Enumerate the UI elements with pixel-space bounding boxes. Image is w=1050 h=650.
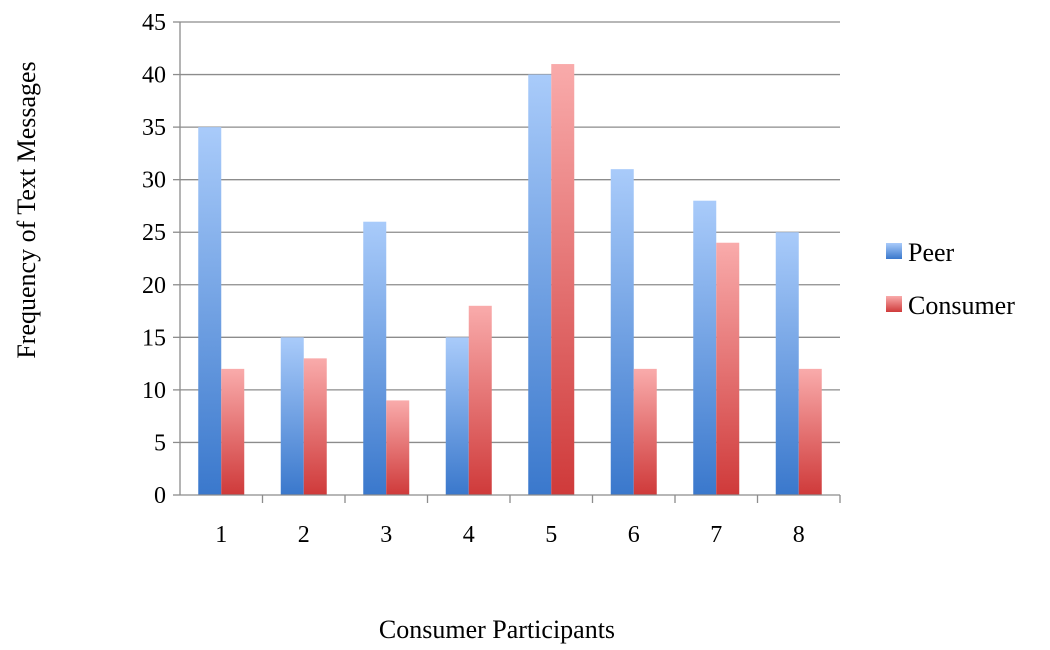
bar-peer-2 [280, 337, 304, 495]
x-tick-label: 1 [215, 522, 227, 548]
x-tick-label: 3 [380, 522, 392, 548]
y-tick-label: 45 [142, 10, 166, 36]
x-tick-label: 6 [628, 522, 640, 548]
bar-consumer-5 [551, 64, 575, 496]
legend-swatch-consumer [886, 296, 902, 312]
x-tick-label: 8 [793, 522, 805, 548]
y-tick-label: 10 [142, 378, 166, 404]
bar-consumer-2 [303, 358, 327, 495]
y-tick-label: 0 [154, 483, 166, 509]
y-tick-label: 30 [142, 168, 166, 194]
y-axis-title: Frequency of Text Messages [12, 61, 41, 358]
bar-peer-4 [445, 337, 469, 495]
x-tick-label: 5 [545, 522, 557, 548]
bar-peer-1 [198, 127, 222, 495]
legend: Peer Consumer [886, 238, 1015, 320]
bar-peer-6 [610, 169, 634, 495]
x-tick-label: 2 [298, 522, 310, 548]
bar-consumer-4 [468, 305, 492, 495]
legend-swatch-peer [886, 243, 902, 259]
y-tick-label: 40 [142, 63, 166, 89]
bars [198, 64, 822, 496]
x-axis-title: Consumer Participants [379, 615, 615, 644]
y-tick-label: 25 [142, 220, 166, 246]
bar-consumer-1 [221, 368, 245, 495]
axes [173, 21, 841, 503]
bar-consumer-6 [633, 368, 657, 495]
legend-label-peer: Peer [908, 238, 955, 267]
gridlines [180, 21, 840, 444]
y-tick-label: 35 [142, 115, 166, 141]
bar-consumer-7 [716, 242, 740, 495]
bar-peer-7 [693, 200, 717, 495]
y-tick-label: 5 [154, 430, 166, 456]
x-tick-label: 7 [710, 522, 722, 548]
bar-consumer-3 [386, 400, 410, 495]
bar-peer-5 [528, 74, 552, 496]
y-tick-label: 20 [142, 273, 166, 299]
bar-peer-8 [775, 232, 799, 495]
bar-consumer-8 [798, 368, 822, 495]
y-tick-label: 15 [142, 325, 166, 351]
x-tick-label: 4 [463, 522, 475, 548]
bar-peer-3 [363, 221, 387, 495]
legend-label-consumer: Consumer [908, 291, 1015, 320]
